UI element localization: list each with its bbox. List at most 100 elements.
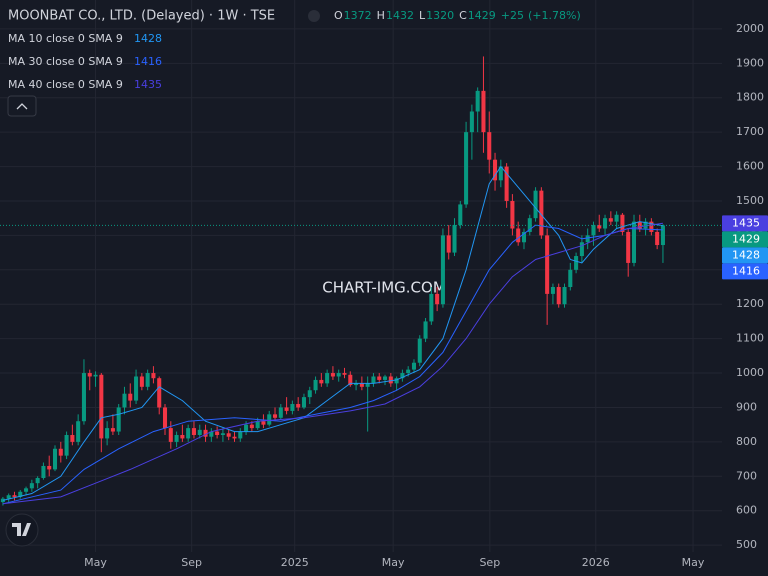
candle-body — [157, 378, 162, 408]
candle-body — [562, 287, 567, 305]
candle-body — [307, 390, 312, 398]
candle-body — [12, 495, 17, 497]
candle-body — [313, 379, 318, 391]
candle-body — [244, 424, 249, 432]
candle-body — [58, 448, 63, 456]
time-axis-bg — [0, 552, 722, 576]
candle-body — [626, 231, 631, 263]
candle-body — [18, 491, 23, 497]
candle-body — [325, 373, 330, 384]
candle-body — [440, 235, 445, 305]
ohlc-value: 1320 — [426, 9, 454, 22]
price-tag-label: 1429 — [732, 232, 760, 245]
ma-line — [2, 224, 663, 505]
candle-body — [226, 433, 231, 437]
collapse-button[interactable] — [7, 95, 37, 117]
symbol-title: MOONBAT CO., LTD. (Delayed) · 1W · TSE — [8, 9, 275, 24]
y-tick-label: 500 — [736, 538, 757, 551]
candle-body — [521, 231, 527, 243]
candle-body — [186, 428, 191, 439]
candle-body — [168, 428, 173, 442]
candle-body — [417, 338, 422, 363]
candle-body — [498, 166, 503, 181]
candle-body — [284, 407, 289, 411]
ohlc-value: 1372 — [344, 9, 372, 22]
candle-body — [568, 269, 573, 288]
candle-body — [631, 221, 637, 263]
candle-body — [458, 204, 463, 226]
candle-body — [545, 235, 550, 294]
candle-body — [371, 376, 376, 384]
candle-body — [487, 132, 492, 160]
x-tick-label: Sep — [181, 556, 202, 569]
candle-body — [122, 393, 127, 408]
logo[interactable] — [5, 513, 39, 547]
price-axis-bg — [722, 0, 768, 576]
candle-body — [76, 421, 81, 442]
legend-entry: MA 10 close 0 SMA 9 — [8, 32, 123, 45]
y-tick-label: 1600 — [736, 160, 764, 173]
candle-body — [377, 376, 382, 380]
toggle[interactable] — [308, 10, 320, 22]
candle-body — [151, 373, 156, 379]
ohlc-value: 1429 — [468, 9, 496, 22]
candle-body — [296, 404, 301, 408]
candle-body — [406, 369, 411, 374]
candle-body — [423, 321, 428, 339]
legend-entry: MA 30 close 0 SMA 9 — [8, 55, 123, 68]
ma-line — [2, 165, 663, 501]
candle-body — [655, 231, 660, 246]
candle-body — [539, 190, 544, 236]
candle-body — [110, 428, 115, 432]
candle-body — [446, 235, 451, 253]
plot-area — [0, 56, 722, 506]
candle-body — [336, 373, 341, 377]
candle-body — [0, 498, 5, 503]
candle-body — [394, 378, 399, 384]
candle-body — [162, 407, 168, 429]
candle-body — [388, 376, 393, 384]
change: +25 — [501, 9, 524, 22]
candle-body — [464, 132, 469, 205]
candle-body — [452, 225, 457, 253]
x-tick-label: Sep — [479, 556, 500, 569]
candle-body — [574, 256, 579, 270]
candle-body — [180, 434, 185, 439]
candle-body — [6, 495, 11, 499]
candle-body — [533, 190, 538, 219]
candle-body — [134, 376, 139, 401]
legend-value: 1416 — [134, 55, 162, 68]
candle-body — [510, 200, 515, 229]
price-tag-label: 1416 — [732, 264, 760, 277]
candle-body — [620, 214, 625, 232]
candle-body — [411, 362, 417, 370]
candle-body — [29, 483, 34, 489]
candle-body — [255, 421, 260, 429]
candle-body — [203, 429, 208, 437]
candle-body — [301, 397, 306, 408]
y-tick-label: 700 — [736, 469, 757, 482]
candle-body — [348, 374, 353, 386]
candle-body — [249, 424, 254, 429]
candle-body — [174, 434, 179, 442]
candle-body — [290, 404, 295, 411]
price-tag — [722, 247, 768, 264]
candle-body — [191, 428, 196, 435]
candle-body — [139, 376, 144, 387]
candle-body — [215, 431, 220, 435]
candle-body — [81, 373, 86, 422]
candle-body — [354, 383, 359, 386]
candle-body — [550, 287, 555, 294]
candle-body — [238, 431, 243, 439]
legend-value: 1435 — [134, 78, 162, 91]
candle-body — [70, 434, 75, 442]
candle-body — [435, 293, 440, 305]
ohlc-label: O — [334, 9, 343, 22]
candle-body — [400, 373, 405, 379]
y-tick-label: 1000 — [736, 366, 764, 379]
change-pct: (+1.78%) — [528, 9, 581, 22]
candle-body — [660, 225, 665, 246]
candle-body — [261, 421, 266, 425]
